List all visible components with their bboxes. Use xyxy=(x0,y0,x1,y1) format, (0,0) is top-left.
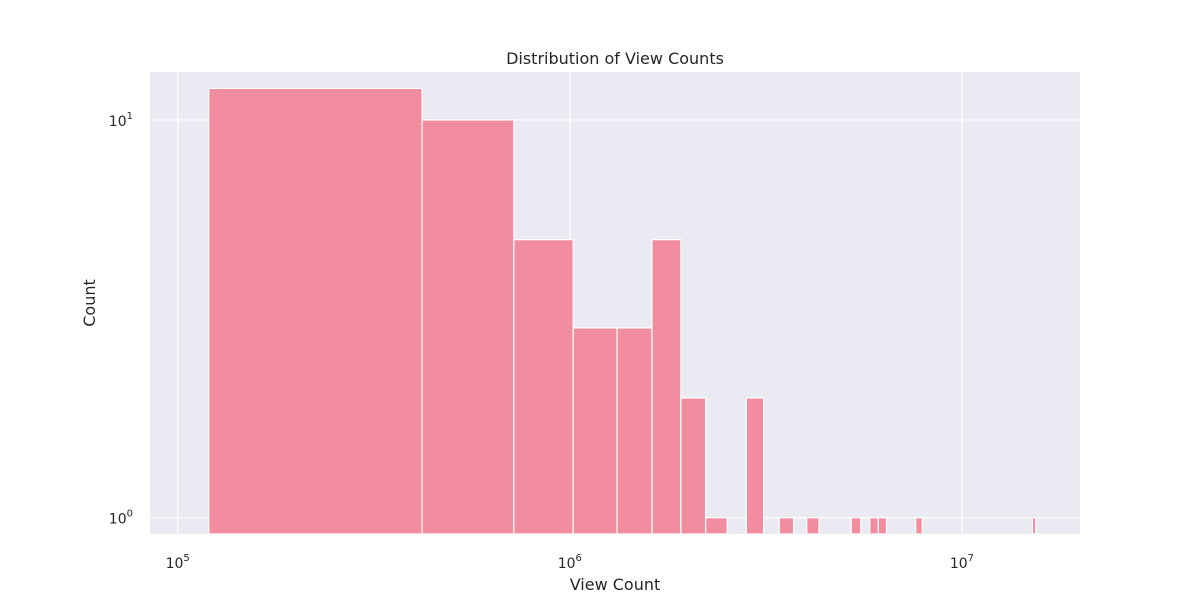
histogram-bar xyxy=(680,397,707,535)
y-axis-ticks: 100 101 xyxy=(109,111,133,528)
histogram-bar xyxy=(421,119,515,535)
chart-title: Distribution of View Counts xyxy=(506,49,724,68)
histogram-bar xyxy=(616,327,653,535)
x-tick-label: 106 xyxy=(558,553,582,572)
y-tick-label: 100 xyxy=(109,509,133,528)
histogram-bar xyxy=(572,327,618,535)
y-tick-label: 101 xyxy=(109,111,133,130)
histogram-bar xyxy=(1031,517,1037,535)
histogram-bar xyxy=(915,517,923,535)
histogram-bar xyxy=(513,239,574,535)
histogram-bar xyxy=(850,517,862,535)
histogram-bar xyxy=(877,517,888,535)
histogram-bar xyxy=(745,397,765,535)
x-axis-label: View Count xyxy=(570,575,661,594)
y-axis-label: Count xyxy=(80,279,99,327)
x-tick-label: 105 xyxy=(166,553,190,572)
histogram-bar xyxy=(806,517,820,535)
histogram-bar xyxy=(705,517,728,535)
histogram-bars xyxy=(208,87,1037,535)
x-tick-label: 107 xyxy=(950,553,974,572)
histogram-bar xyxy=(778,517,795,535)
histogram-bar xyxy=(651,239,682,535)
x-axis-ticks: 105 106 107 xyxy=(166,553,974,572)
histogram-bar xyxy=(869,517,879,535)
histogram-bar xyxy=(208,87,423,535)
